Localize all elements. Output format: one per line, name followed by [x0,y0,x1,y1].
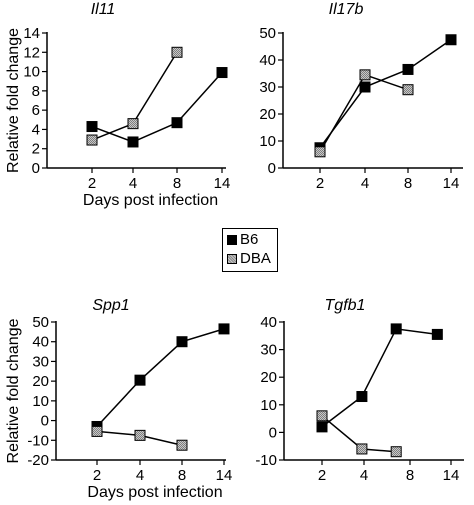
data-point-dba [91,425,103,437]
y-tick-label: 30 [259,79,276,96]
data-point-dba [356,443,368,455]
legend-item-b6: B6 [227,232,258,248]
y-tick-label: 14 [23,25,40,42]
legend-item-dba: DBA [227,251,271,267]
series-line-b6 [321,328,438,428]
data-point-dba [171,46,183,58]
chart-panel-4: 40 30 20 10 0 -10 2 4 8 14 Tgfb1 [255,297,464,484]
legend-label-b6: B6 [240,231,259,248]
y-axis-label: Relative fold change [5,28,22,173]
y-tick-label: 30 [32,353,49,370]
y-tick-label: -10 [255,452,277,469]
y-tick-label: 10 [32,393,49,410]
x-tick-label: 2 [316,175,324,192]
x-axis-label: Days post infection [83,192,218,209]
y-tick-label: 0 [41,413,49,430]
y-tick-label: 30 [260,342,277,359]
y-tick-label: 40 [260,314,277,331]
data-point-dba [134,429,146,441]
x-tick-label: 8 [173,175,181,192]
y-tick-label: 50 [259,25,276,42]
y-tick-label: 50 [32,314,49,331]
x-tick-label: 14 [216,467,233,484]
legend: B6 DBA [222,228,278,272]
y-tick-label: 0 [269,424,277,441]
data-point-b6 [356,391,368,403]
x-tick-label: 2 [318,467,326,484]
x-tick-label: 14 [214,175,231,192]
x-axis-label: Days post infection [87,484,222,501]
data-point-b6 [86,121,98,133]
data-point-b6 [218,323,230,335]
chart-panel-3: 50 40 30 20 10 0 -10 -20 2 4 8 14 Spp1 Days post infe… [5,297,232,501]
series-line-b6 [91,72,223,143]
chart-title: Spp1 [92,297,129,314]
chart-panel-2: 0 10 20 30 40 50 2 4 8 14 Il17b [259,1,463,192]
data-point-dba [390,446,402,458]
x-tick-label: 8 [406,467,414,484]
y-tick-label: -20 [27,452,49,469]
y-tick-label: 10 [23,64,40,81]
chart-title: Il17b [329,1,364,18]
chart-panel-1: 0 2 4 6 8 10 12 14 2 4 8 14 Il11 Days post infection R… [5,1,230,209]
data-point-b6 [134,374,146,386]
y-tick-label: 0 [268,160,276,177]
y-tick-label: 0 [32,160,40,177]
x-tick-label: 8 [178,467,186,484]
x-tick-label: 2 [93,467,101,484]
chart-title: Tgfb1 [325,297,366,314]
data-point-b6 [359,81,371,93]
legend-swatch-dba [227,254,237,264]
legend-swatch-b6 [227,235,237,245]
y-tick-label: 40 [32,334,49,351]
x-tick-label: 2 [88,175,96,192]
data-point-dba [176,439,188,451]
y-tick-label: 2 [32,141,40,158]
x-tick-label: 4 [136,467,144,484]
data-point-b6 [171,117,183,129]
legend-label-dba: DBA [240,250,271,267]
data-point-b6 [216,67,228,79]
data-point-dba [127,118,139,130]
series-line-b6 [96,328,225,427]
y-tick-label: 10 [260,397,277,414]
y-tick-label: 6 [32,102,40,119]
y-axis-label: Relative fold change [5,318,22,463]
data-point-b6 [431,328,443,340]
x-tick-label: 4 [361,175,369,192]
y-tick-label: 4 [32,121,40,138]
y-tick-label: 40 [259,52,276,69]
y-tick-label: 20 [259,106,276,123]
x-tick-label: 14 [443,467,460,484]
y-tick-label: 8 [32,83,40,100]
data-point-b6 [445,34,457,46]
y-tick-label: 12 [23,44,40,61]
data-point-b6 [176,336,188,348]
data-point-dba [314,146,326,158]
data-point-b6 [390,323,402,335]
data-point-dba [402,84,414,96]
y-tick-label: 10 [259,133,276,150]
y-tick-label: -10 [27,432,49,449]
y-tick-label: 20 [260,369,277,386]
data-point-dba [359,69,371,81]
data-point-b6 [316,421,328,433]
data-point-b6 [127,136,139,148]
x-tick-label: 4 [129,175,137,192]
x-tick-label: 8 [404,175,412,192]
x-tick-label: 14 [443,175,460,192]
chart-title: Il11 [91,1,116,18]
x-tick-label: 4 [360,467,368,484]
data-point-b6 [402,63,414,75]
series-line-b6 [319,39,452,149]
data-point-dba [86,134,98,146]
data-point-dba [316,410,328,422]
y-tick-label: 20 [32,373,49,390]
